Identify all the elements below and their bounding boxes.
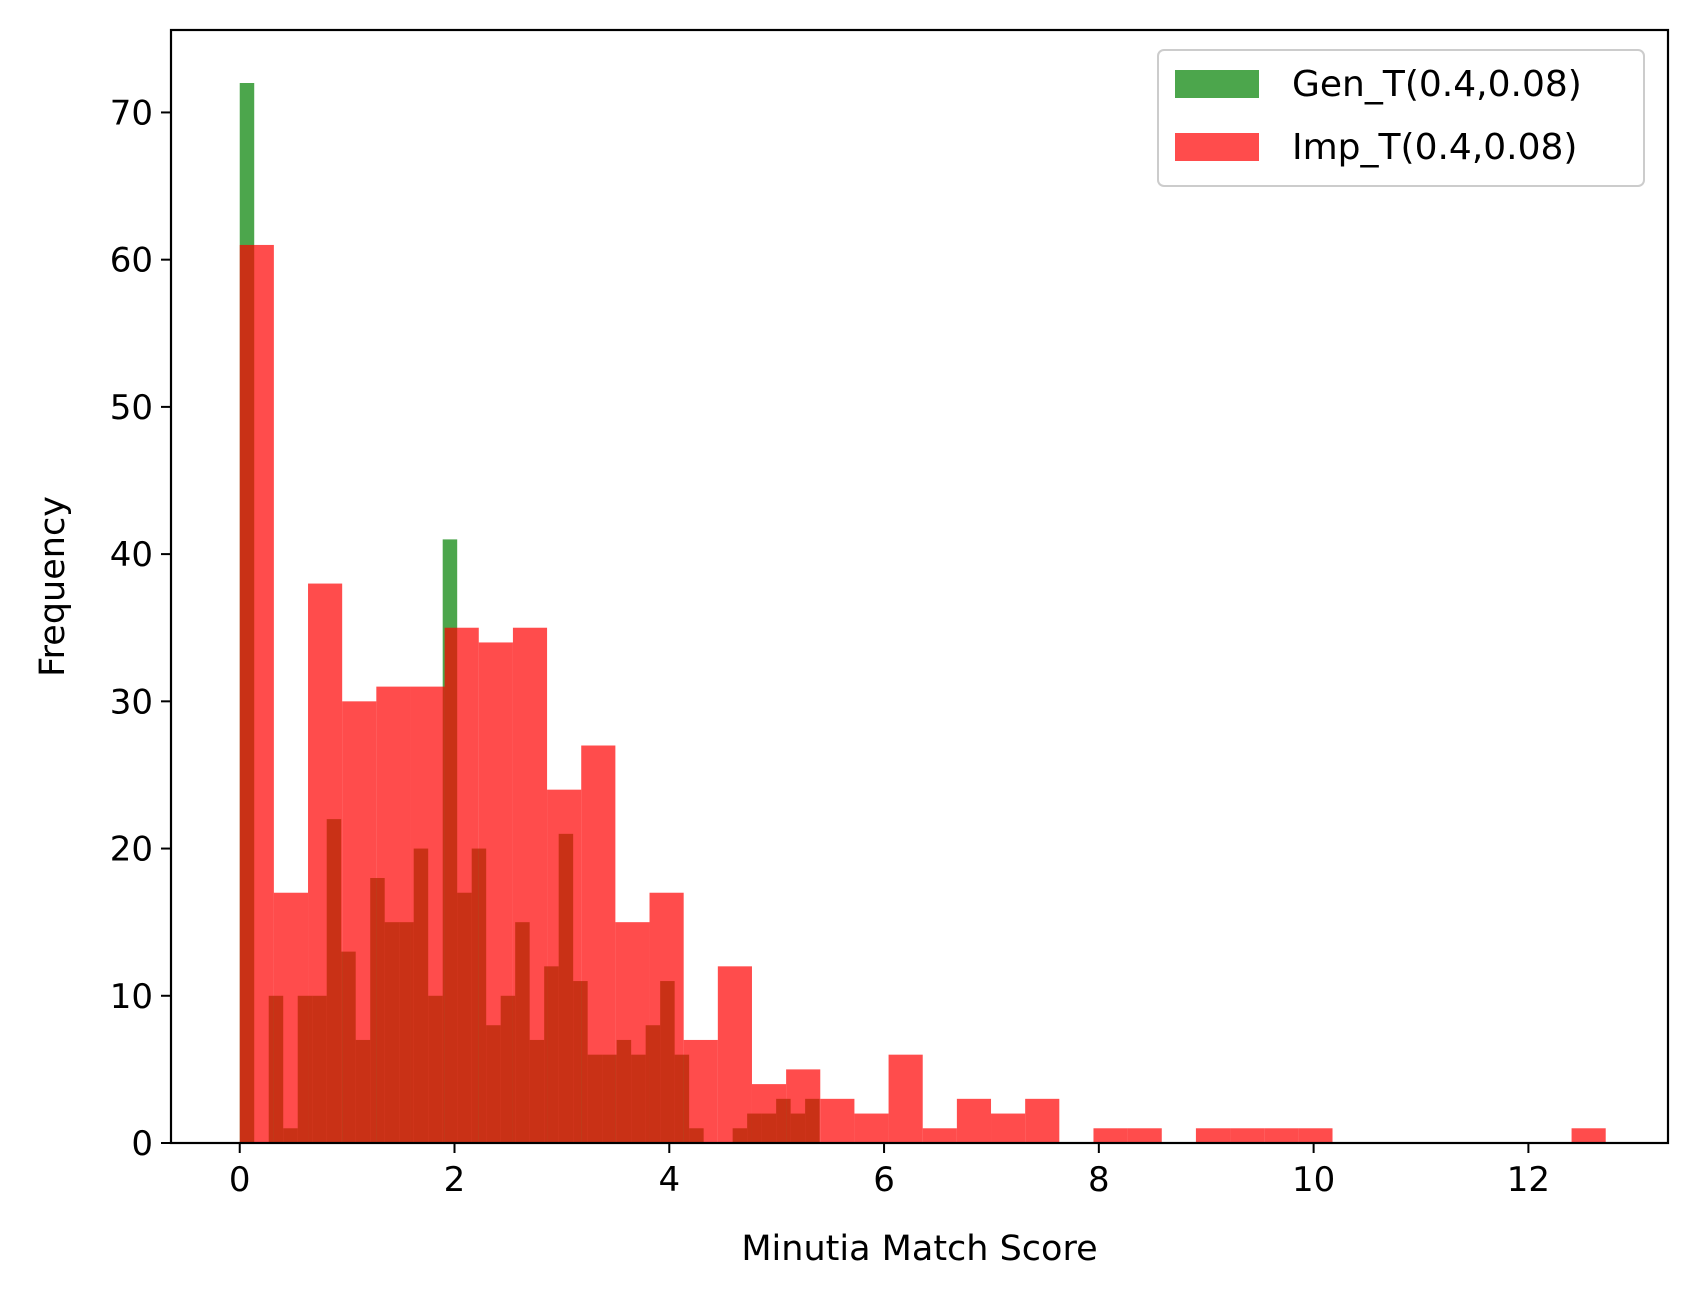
histogram-bar [239,244,274,1143]
histogram-bar [410,686,445,1143]
y-tick-label: 50 [110,388,153,428]
histogram-bar [512,627,548,1143]
y-axis-label: Frequency [33,496,73,677]
axes-frame [169,28,1670,1145]
histogram-bar [1298,1128,1333,1143]
histogram-bar [1230,1128,1265,1143]
histogram-bar [478,642,513,1143]
histogram-bar [308,583,343,1143]
histogram-bar [444,627,479,1143]
x-tick-label: 2 [444,1160,466,1200]
x-tick-label: 12 [1507,1160,1550,1200]
histogram-bar [649,892,684,1143]
histogram-bar [991,1113,1026,1143]
y-tick-label: 30 [110,682,153,722]
histogram-bar [342,701,377,1143]
histogram-bar [1127,1128,1162,1143]
histogram-bar [820,1098,855,1143]
x-tick-label: 4 [658,1160,680,1200]
histogram-bar [786,1069,821,1143]
y-tick-label: 20 [110,830,153,870]
x-tick-label: 6 [873,1160,895,1200]
histogram-bar [581,745,616,1143]
histogram-bar [273,892,309,1143]
histogram-bar [922,1128,957,1143]
legend-swatch-gen [1175,70,1259,98]
histogram-bar [888,1054,923,1143]
y-tick-label: 40 [110,535,153,575]
legend-label-imp: Imp_T(0.4,0.08) [1292,127,1577,168]
histogram-bar [1571,1128,1606,1143]
legend-label-gen: Gen_T(0.4,0.08) [1292,64,1582,105]
histogram-bar [683,1039,718,1143]
histogram-bar [615,922,650,1143]
histogram-bar [1025,1098,1060,1143]
histogram-bar [751,1084,787,1143]
y-tick-label: 10 [110,977,153,1017]
legend: Gen_T(0.4,0.08) Imp_T(0.4,0.08) [1157,49,1645,187]
legend-box [1157,49,1645,187]
histogram-bar [547,789,582,1143]
y-tick-label: 60 [110,241,153,281]
x-tick-label: 0 [229,1160,251,1200]
histogram-bar [376,686,411,1143]
series-1 [239,244,1606,1143]
plot-area [239,83,1606,1143]
x-tick-label: 8 [1088,1160,1110,1200]
histogram-bar [1093,1128,1128,1143]
legend-swatch-imp [1175,133,1259,161]
histogram-bar [717,966,752,1143]
y-tick-label: 70 [110,93,153,133]
histogram-bar [1264,1128,1299,1143]
y-axis-ticks: 0 10 20 30 40 50 60 70 [110,93,171,1164]
histogram-bar [1195,1128,1231,1143]
histogram-bar [854,1113,889,1143]
x-tick-label: 10 [1292,1160,1335,1200]
x-axis-label: Minutia Match Score [741,1229,1097,1269]
x-axis-ticks: 0 2 4 6 8 10 12 [229,1143,1550,1200]
histogram-bar [956,1098,992,1143]
y-tick-label: 0 [131,1124,153,1164]
